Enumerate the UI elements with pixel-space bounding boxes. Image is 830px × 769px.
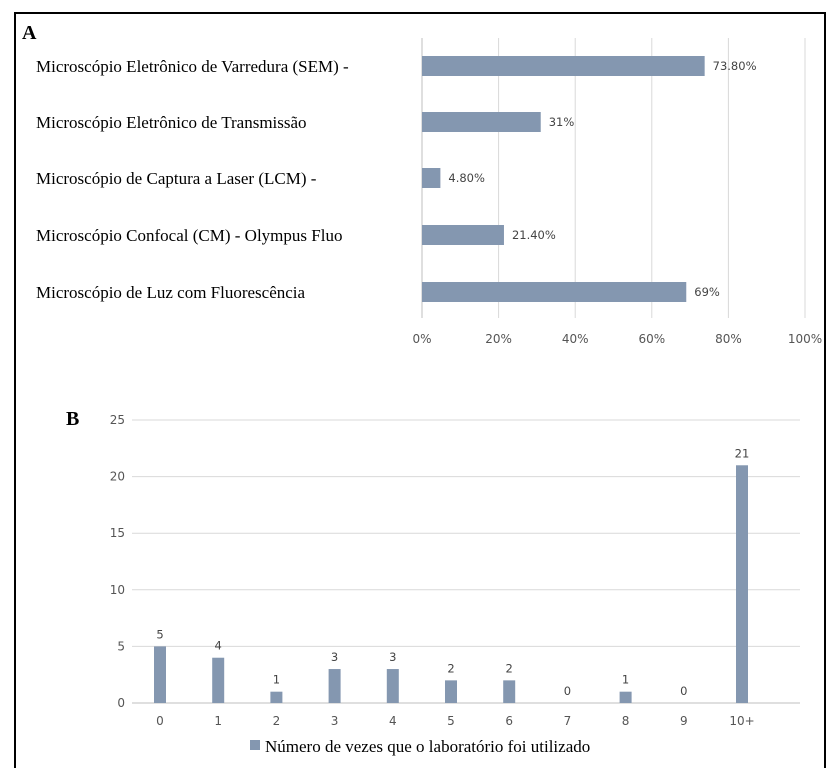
panel-b-bar: [736, 465, 748, 703]
panel-b-data-labels: 5 4 1 3 3 2 2 0 1 0 21: [156, 446, 749, 698]
panel-a-bar: [422, 168, 441, 188]
panel-a-x-tick-label: 20%: [485, 332, 512, 346]
legend-entry: Número de vezes que o laboratório foi ut…: [265, 737, 590, 756]
panel-a-category-label: Microscópio Confocal (CM) - Olympus Fluo: [36, 226, 342, 245]
figure-frame: [14, 12, 826, 768]
panel-b-y-tick-label: 25: [110, 413, 125, 427]
panel-b-bar: [503, 680, 516, 703]
panel-b-y-tick-label: 15: [110, 526, 125, 540]
panel-b-x-tick-label: 2: [273, 714, 281, 728]
panel-b-x-tick-label: 0: [156, 714, 164, 728]
panel-b-legend: Número de vezes que o laboratório foi ut…: [250, 737, 590, 756]
panel-a-grid: [421, 38, 806, 318]
panel-a-data-label: 73.80%: [713, 59, 757, 73]
panel-b-x-tick-label: 7: [564, 714, 572, 728]
panel-a-x-ticks: 0% 20% 40% 60% 80% 100%: [412, 332, 822, 346]
panel-a-category-label: Microscópio de Luz com Fluorescência: [36, 283, 306, 302]
panel-b-data-label: 3: [389, 650, 396, 664]
panel-a-bar: [422, 282, 687, 302]
panel-a-x-tick-label: 40%: [562, 332, 589, 346]
panel-b-bar: [154, 646, 166, 703]
panel-b-x-ticks: 0 1 2 3 4 5 6 7 8 9 10+: [156, 714, 754, 728]
panel-b-data-label: 4: [215, 639, 222, 653]
panel-a-x-tick-label: 80%: [715, 332, 742, 346]
panel-a-category-label: Microscópio de Captura a Laser (LCM) -: [36, 169, 317, 188]
panel-b-y-tick-label: 20: [110, 470, 125, 484]
panel-a-x-tick-label: 60%: [638, 332, 665, 346]
panel-b-data-label: 0: [680, 684, 687, 698]
panel-a-category-label: Microscópio Eletrônico de Varredura (SEM…: [36, 57, 349, 76]
panel-b-data-label: 21: [735, 446, 750, 460]
panel-a-category-label: Microscópio Eletrônico de Transmissão: [36, 113, 307, 132]
panel-b-data-label: 1: [273, 673, 280, 687]
panel-b-bar: [328, 669, 341, 703]
panel-b-data-label: 3: [331, 650, 338, 664]
panel-b-data-label: 2: [447, 661, 454, 675]
panel-b-x-tick-label: 5: [447, 714, 455, 728]
panel-b-data-label: 1: [622, 673, 629, 687]
panel-b-y-tick-label: 0: [117, 696, 125, 710]
panel-b-x-tick-label: 3: [331, 714, 339, 728]
panel-b-bar: [212, 657, 225, 703]
panel-a-x-tick-label: 0%: [412, 332, 431, 346]
panel-a-data-label: 31%: [549, 115, 575, 129]
panel-a-bar-chart: A Microscópio Eletrônico de Varredura (S…: [22, 22, 822, 346]
panel-b-x-tick-label: 1: [214, 714, 222, 728]
panel-b-bar: [270, 691, 283, 703]
panel-b-data-label: 2: [506, 661, 513, 675]
panel-b-data-label: 0: [564, 684, 571, 698]
panel-a-x-tick-label: 100%: [788, 332, 822, 346]
panel-a-data-label: 69%: [694, 285, 720, 299]
panel-b-bars: [154, 465, 748, 703]
panel-b-grid: [132, 419, 800, 704]
panel-b-y-tick-label: 10: [110, 583, 125, 597]
panel-b-bar: [386, 669, 399, 703]
panel-b-y-tick-label: 5: [117, 639, 125, 653]
panel-a-data-labels: 73.80% 31% 4.80% 21.40% 69%: [448, 59, 756, 299]
panel-b-data-label: 5: [156, 627, 163, 641]
panel-b-x-tick-label: 4: [389, 714, 397, 728]
panel-a-data-label: 4.80%: [448, 171, 485, 185]
panel-a-bar: [422, 112, 541, 132]
panel-b-x-tick-label: 9: [680, 714, 688, 728]
panel-a-bar: [422, 225, 504, 245]
panel-b-bar: [445, 680, 457, 703]
panel-a-category-labels: Microscópio Eletrônico de Varredura (SEM…: [36, 57, 349, 302]
panel-b-x-tick-label: 6: [505, 714, 513, 728]
panel-b-x-tick-label: 8: [622, 714, 630, 728]
panel-a-letter: A: [22, 22, 37, 44]
panel-b-letter: B: [66, 408, 79, 430]
panel-b-x-tick-label: 10+: [729, 714, 754, 728]
panel-b-y-ticks: 0 5 10 15 20 25: [110, 413, 125, 710]
panel-b-bar: [619, 691, 632, 703]
panel-a-bar: [422, 56, 705, 76]
panel-a-bars: [422, 56, 705, 302]
legend-swatch: [250, 740, 260, 750]
panel-a-data-label: 21.40%: [512, 228, 556, 242]
